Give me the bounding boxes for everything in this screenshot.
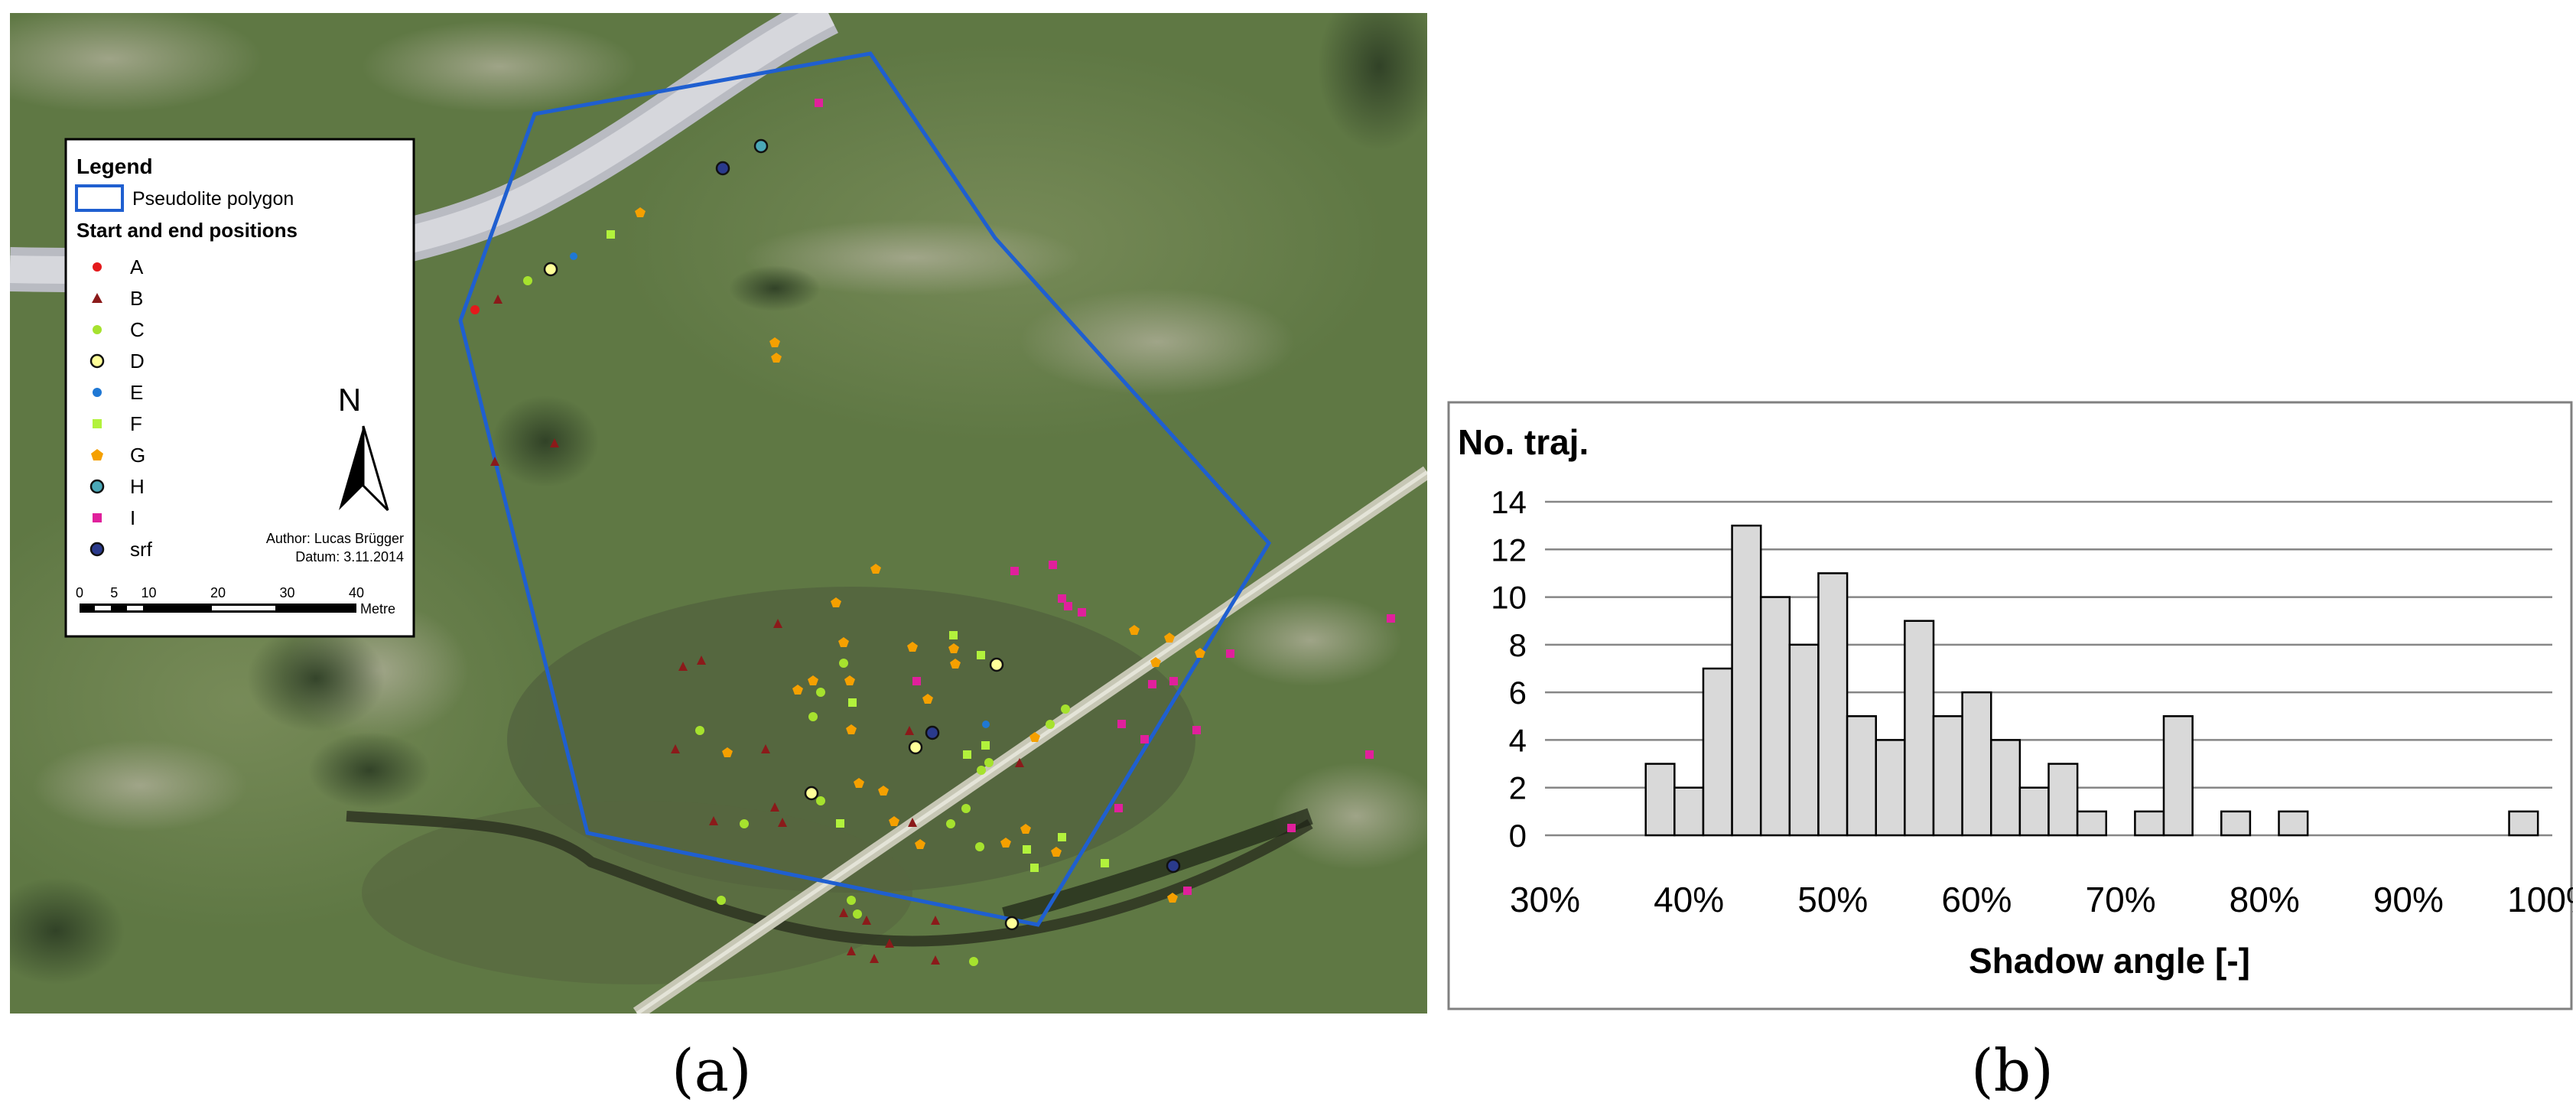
- legend-symbol-e: [93, 388, 102, 397]
- legend-item-e: E: [93, 381, 143, 404]
- legend-symbol-d: [89, 353, 105, 369]
- histogram-bar: [2134, 810, 2165, 837]
- legend-item-f: F: [93, 412, 142, 435]
- legend-item-i: I: [93, 506, 135, 529]
- legend-item-g: G: [91, 444, 145, 467]
- x-axis-label: Shadow angle [-]: [1969, 941, 2250, 981]
- scale-bar: 0 5 10 20 30 40 Metre: [76, 585, 395, 617]
- legend-label-d: D: [130, 350, 145, 373]
- x-tick-label: 80%: [2230, 880, 2300, 919]
- scale-tick-label: 20: [210, 585, 226, 600]
- histogram-bar: [2508, 810, 2539, 837]
- histogram-bar: [1731, 524, 1762, 837]
- legend-label-f: F: [130, 412, 142, 435]
- histogram-bar: [2076, 810, 2108, 837]
- y-axis-label: No. traj.: [1458, 422, 1589, 462]
- legend-symbol-a: [93, 262, 102, 272]
- legend-label-b: B: [130, 287, 143, 310]
- y-tick-label: 12: [1491, 532, 1527, 568]
- histogram-bar: [1817, 572, 1849, 837]
- legend-item-b: B: [92, 287, 143, 310]
- x-tick-labels: 30% 40% 50% 60% 70% 80% 90% 100%: [1510, 880, 2573, 919]
- aerial-map: Legend Pseudolite polygon Start and end …: [10, 13, 1427, 1014]
- scale-tick-label: 0: [76, 585, 83, 600]
- date-label: Datum: 3.11.2014: [295, 549, 404, 565]
- x-tick-label: 40%: [1654, 880, 1724, 919]
- legend-symbol-g: [91, 449, 103, 460]
- legend-label-a: A: [130, 255, 144, 278]
- y-tick-labels: 0 2 4 6 8 10 12 14: [1491, 484, 1527, 854]
- histogram-bar: [1702, 667, 1733, 837]
- legend-item-c: C: [93, 318, 145, 341]
- histogram-bar: [1932, 715, 1963, 837]
- author-label: Author: Lucas Brügger: [266, 531, 404, 546]
- legend-polygon-swatch: [75, 184, 124, 212]
- legend-symbol-i: [93, 513, 102, 522]
- y-tick-label: 8: [1509, 627, 1527, 663]
- histogram-bar: [1904, 620, 1935, 837]
- legend-section-label: Start and end positions: [76, 219, 298, 242]
- histogram-bar: [2047, 763, 2079, 837]
- caption-a: (a): [672, 1036, 752, 1105]
- histogram-bar: [1759, 596, 1791, 837]
- x-tick-label: 90%: [2373, 880, 2444, 919]
- histogram-bar: [2018, 786, 2050, 837]
- histogram-bar: [1644, 763, 1676, 837]
- legend-symbol-srf: [89, 542, 105, 557]
- legend-polygon-label: Pseudolite polygon: [132, 188, 294, 210]
- histogram-bar: [1875, 739, 1906, 837]
- legend-label-h: H: [130, 475, 145, 498]
- y-tick-label: 0: [1509, 818, 1527, 854]
- histogram-bar: [1961, 691, 1992, 837]
- legend-item-h: H: [89, 475, 145, 498]
- y-tick-label: 4: [1509, 722, 1527, 758]
- histogram-bar: [1989, 739, 2021, 837]
- legend-item-a: A: [93, 255, 144, 278]
- bars: [1644, 524, 2539, 837]
- y-tick-label: 6: [1509, 675, 1527, 711]
- legend-symbol-b: [92, 293, 102, 303]
- pseudolite-polygon: [458, 51, 1272, 927]
- legend-symbol-f: [93, 419, 102, 428]
- y-tick-label: 14: [1491, 484, 1527, 520]
- scale-tick-label: 10: [141, 585, 156, 600]
- x-tick-label: 60%: [1941, 880, 2012, 919]
- histogram-bar: [2220, 810, 2252, 837]
- north-label: N: [338, 382, 361, 418]
- histogram-bar: [2278, 810, 2309, 837]
- y-tick-label: 10: [1491, 580, 1527, 616]
- legend-symbol-h: [89, 479, 105, 494]
- scale-unit: Metre: [360, 601, 395, 617]
- legend-symbol-c: [93, 325, 102, 334]
- scale-tick-label: 5: [110, 585, 118, 600]
- legend-item-srf: srf: [89, 538, 153, 561]
- x-tick-label: 30%: [1510, 880, 1580, 919]
- position-markers: [470, 99, 1395, 966]
- chart-frame: [1447, 401, 2573, 1010]
- x-tick-label: 70%: [2086, 880, 2156, 919]
- legend-title: Legend: [76, 155, 153, 178]
- histogram-bar: [1788, 643, 1820, 837]
- legend-label-c: C: [130, 318, 145, 341]
- scale-tick-label: 40: [349, 585, 364, 600]
- caption-b: (b): [1971, 1036, 2054, 1105]
- north-arrow-icon: [339, 425, 389, 512]
- scale-tick-label: 30: [279, 585, 294, 600]
- legend-label-srf: srf: [130, 538, 153, 561]
- histogram-bar: [1846, 715, 1877, 837]
- x-tick-label: 100%: [2507, 880, 2573, 919]
- legend-item-d: D: [89, 350, 145, 373]
- x-tick-label: 50%: [1797, 880, 1868, 919]
- legend-label-i: I: [130, 506, 135, 529]
- histogram-bar: [2162, 715, 2194, 837]
- legend-label-e: E: [130, 381, 143, 404]
- map-legend: Legend Pseudolite polygon Start and end …: [64, 138, 415, 638]
- shadow-angle-histogram: No. traj. 0 2 4 6 8 10 12 14 30% 40% 50% 60% 70% 80%…: [1447, 401, 2573, 1010]
- y-tick-label: 2: [1509, 770, 1527, 806]
- histogram-bar: [1673, 786, 1705, 837]
- legend-label-g: G: [130, 444, 145, 467]
